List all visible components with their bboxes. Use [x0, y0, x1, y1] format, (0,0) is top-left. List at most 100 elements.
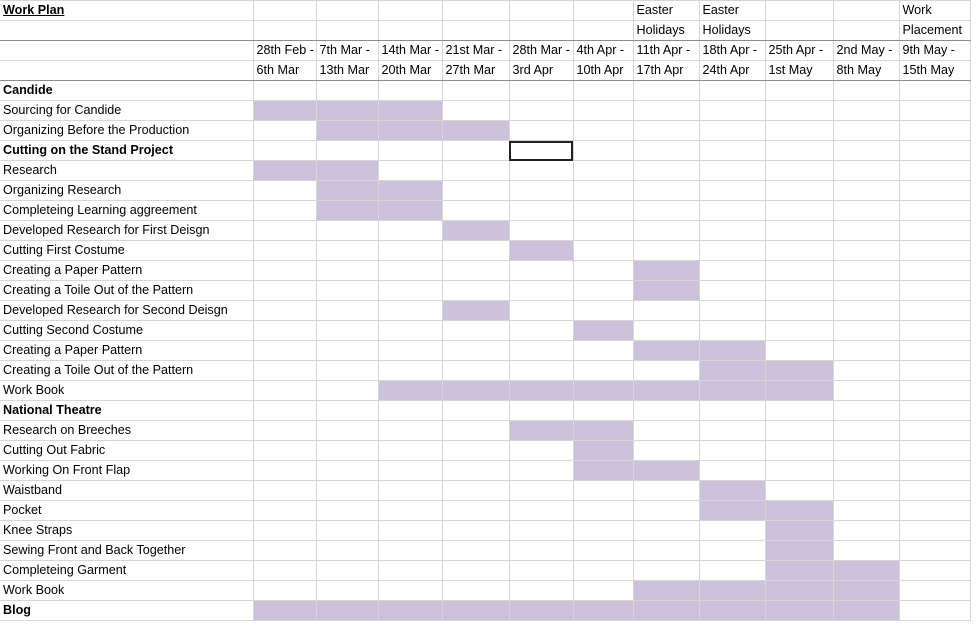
schedule-cell[interactable]	[898, 200, 971, 221]
schedule-cell[interactable]	[832, 80, 900, 101]
schedule-cell[interactable]	[832, 520, 900, 541]
schedule-cell[interactable]	[377, 220, 443, 241]
schedule-cell[interactable]	[572, 400, 634, 421]
schedule-cell[interactable]	[698, 80, 766, 101]
schedule-cell[interactable]	[377, 480, 443, 501]
schedule-cell[interactable]	[898, 240, 971, 261]
week-end-label[interactable]: 24th Apr	[698, 60, 766, 81]
schedule-cell[interactable]	[572, 160, 634, 181]
schedule-cell[interactable]	[632, 180, 700, 201]
schedule-cell[interactable]	[315, 280, 379, 301]
header-note-bottom[interactable]	[377, 20, 443, 41]
schedule-cell[interactable]	[898, 100, 971, 121]
schedule-cell-shaded[interactable]	[764, 520, 834, 541]
schedule-cell-shaded[interactable]	[441, 600, 510, 621]
schedule-cell[interactable]	[764, 220, 834, 241]
schedule-cell[interactable]	[832, 420, 900, 441]
schedule-cell[interactable]	[632, 100, 700, 121]
schedule-cell[interactable]	[508, 500, 574, 521]
schedule-cell-shaded[interactable]	[632, 280, 700, 301]
schedule-cell[interactable]	[572, 300, 634, 321]
schedule-cell[interactable]	[252, 440, 317, 461]
schedule-cell-shaded[interactable]	[698, 340, 766, 361]
schedule-cell-shaded[interactable]	[632, 460, 700, 481]
schedule-cell[interactable]	[315, 560, 379, 581]
schedule-cell[interactable]	[315, 580, 379, 601]
header-note-top[interactable]: Easter	[632, 0, 700, 21]
schedule-cell[interactable]	[572, 580, 634, 601]
schedule-cell[interactable]	[252, 580, 317, 601]
schedule-cell[interactable]	[252, 320, 317, 341]
schedule-cell-shaded[interactable]	[315, 200, 379, 221]
header-note-bottom[interactable]	[441, 20, 510, 41]
schedule-cell[interactable]	[832, 540, 900, 561]
schedule-cell[interactable]	[252, 480, 317, 501]
schedule-cell-shaded[interactable]	[508, 240, 574, 261]
schedule-cell[interactable]	[764, 480, 834, 501]
schedule-cell[interactable]	[632, 240, 700, 261]
schedule-cell[interactable]	[441, 340, 510, 361]
header-note-top[interactable]	[572, 0, 634, 21]
schedule-cell[interactable]	[698, 460, 766, 481]
schedule-cell[interactable]	[764, 460, 834, 481]
schedule-cell[interactable]	[832, 500, 900, 521]
header-note-bottom[interactable]	[508, 20, 574, 41]
schedule-cell-shaded[interactable]	[632, 260, 700, 281]
week-end-label[interactable]: 13th Mar	[315, 60, 379, 81]
schedule-cell[interactable]	[764, 260, 834, 281]
schedule-cell[interactable]	[698, 260, 766, 281]
schedule-cell[interactable]	[832, 440, 900, 461]
schedule-cell[interactable]	[832, 220, 900, 241]
schedule-cell[interactable]	[698, 440, 766, 461]
task-label[interactable]: Developed Research for First Deisgn	[0, 220, 254, 241]
schedule-cell[interactable]	[508, 400, 574, 421]
schedule-cell[interactable]	[764, 440, 834, 461]
task-label[interactable]: Organizing Before the Production	[0, 120, 254, 141]
schedule-cell[interactable]	[441, 500, 510, 521]
week-start-label[interactable]: 11th Apr -	[632, 40, 700, 61]
schedule-cell[interactable]	[315, 500, 379, 521]
schedule-cell[interactable]	[572, 240, 634, 261]
schedule-cell[interactable]	[315, 320, 379, 341]
header-note-top[interactable]: Work	[898, 0, 971, 21]
header-note-bottom[interactable]	[315, 20, 379, 41]
schedule-cell[interactable]	[252, 360, 317, 381]
schedule-cell[interactable]	[572, 340, 634, 361]
schedule-cell[interactable]	[508, 180, 574, 201]
schedule-cell[interactable]	[898, 120, 971, 141]
schedule-cell[interactable]	[377, 400, 443, 421]
header-note-top[interactable]	[252, 0, 317, 21]
schedule-cell[interactable]	[832, 460, 900, 481]
schedule-cell[interactable]	[898, 160, 971, 181]
schedule-cell-shaded[interactable]	[377, 380, 443, 401]
schedule-cell[interactable]	[898, 560, 971, 581]
schedule-cell[interactable]	[441, 540, 510, 561]
schedule-cell[interactable]	[698, 300, 766, 321]
schedule-cell-shaded[interactable]	[252, 100, 317, 121]
schedule-cell[interactable]	[377, 520, 443, 541]
task-label[interactable]: Creating a Toile Out of the Pattern	[0, 360, 254, 381]
header-note-bottom[interactable]	[764, 20, 834, 41]
task-label[interactable]: Completeing Garment	[0, 560, 254, 581]
schedule-cell[interactable]	[698, 520, 766, 541]
schedule-cell[interactable]	[898, 440, 971, 461]
schedule-cell[interactable]	[764, 80, 834, 101]
schedule-cell[interactable]	[377, 300, 443, 321]
header-note-bottom[interactable]: Holidays	[698, 20, 766, 41]
week-end-label[interactable]: 20th Mar	[377, 60, 443, 81]
section-label[interactable]: National Theatre	[0, 400, 254, 421]
schedule-cell[interactable]	[315, 540, 379, 561]
schedule-cell[interactable]	[252, 540, 317, 561]
week-start-label[interactable]: 9th May -	[898, 40, 971, 61]
schedule-cell[interactable]	[441, 580, 510, 601]
schedule-cell[interactable]	[441, 100, 510, 121]
schedule-cell[interactable]	[572, 140, 634, 161]
schedule-cell[interactable]	[508, 360, 574, 381]
schedule-cell[interactable]	[315, 340, 379, 361]
schedule-cell[interactable]	[572, 500, 634, 521]
header-note-bottom[interactable]	[832, 20, 900, 41]
schedule-cell[interactable]	[764, 280, 834, 301]
schedule-cell[interactable]	[632, 200, 700, 221]
schedule-cell[interactable]	[572, 560, 634, 581]
schedule-cell[interactable]	[315, 520, 379, 541]
